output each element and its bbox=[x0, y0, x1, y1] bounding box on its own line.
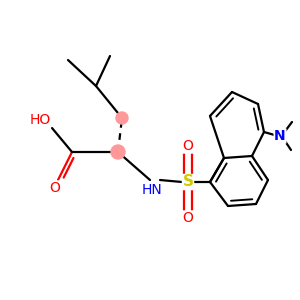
Text: O: O bbox=[183, 211, 194, 225]
Text: O: O bbox=[183, 139, 194, 153]
Circle shape bbox=[111, 145, 125, 159]
Circle shape bbox=[116, 112, 128, 124]
Text: O: O bbox=[50, 181, 60, 195]
Text: S: S bbox=[182, 175, 194, 190]
Text: N: N bbox=[274, 129, 286, 143]
Text: HO: HO bbox=[29, 113, 51, 127]
Text: HN: HN bbox=[142, 183, 162, 197]
